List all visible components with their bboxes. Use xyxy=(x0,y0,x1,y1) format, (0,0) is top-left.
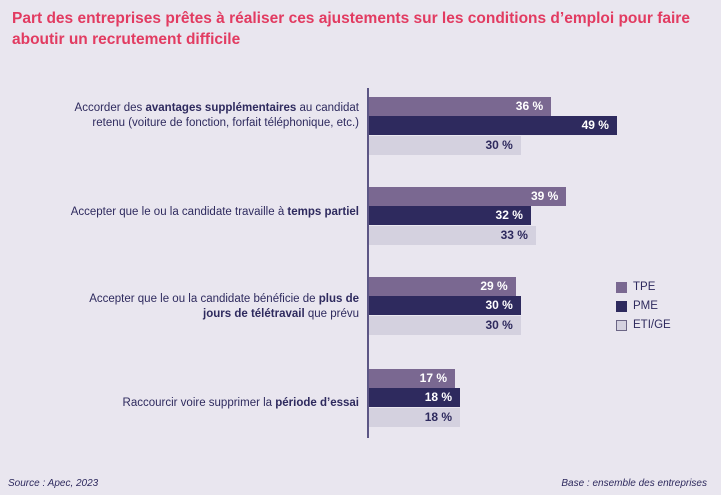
category-axis xyxy=(367,88,369,438)
base-note: Base : ensemble des entreprises xyxy=(561,478,707,489)
data-label: 29 % xyxy=(480,279,508,293)
bar-tpe: 29 % xyxy=(369,277,516,296)
legend: TPE PME ETI/GE xyxy=(616,278,671,335)
data-label: 49 % xyxy=(581,118,609,133)
chart-title: Part des entreprises prêtes à réaliser c… xyxy=(12,10,690,48)
data-label: 32 % xyxy=(495,208,523,223)
legend-label: TPE xyxy=(633,281,656,293)
category-label: Raccourcir voire supprimer la période d’… xyxy=(122,397,359,409)
data-label: 30 % xyxy=(485,298,513,313)
legend-item: ETI/GE xyxy=(616,316,671,334)
legend-item: TPE xyxy=(616,278,671,296)
bar-pme: 30 % xyxy=(369,296,521,316)
bar-tpe: 39 % xyxy=(369,187,567,206)
legend-swatch xyxy=(616,281,627,293)
data-label: 30 % xyxy=(485,137,513,152)
data-label: 39 % xyxy=(530,189,559,203)
data-label: 18 % xyxy=(424,409,453,424)
data-label: 30 % xyxy=(485,317,513,332)
bar-eti-ge: 33 % xyxy=(369,225,536,245)
category-label: Accorder des avantages supplémentaires a… xyxy=(74,102,359,129)
bar-tpe: 36 % xyxy=(369,97,552,116)
data-label: 33 % xyxy=(500,227,528,242)
source-note: Source : Apec, 2023 xyxy=(8,478,99,489)
legend-swatch xyxy=(616,319,627,331)
bar-pme: 18 % xyxy=(369,388,461,408)
data-label: 36 % xyxy=(515,99,544,113)
data-label: 18 % xyxy=(424,390,453,405)
legend-label: PME xyxy=(633,300,658,312)
bar-eti-ge: 30 % xyxy=(369,135,521,155)
bar-tpe: 17 % xyxy=(369,369,456,388)
data-label: 17 % xyxy=(419,371,448,385)
bar-pme: 32 % xyxy=(369,206,531,226)
category-label: Accepter que le ou la candidate bénéfici… xyxy=(89,293,359,320)
bar-eti-ge: 30 % xyxy=(369,315,521,335)
category-label: Accepter que le ou la candidate travaill… xyxy=(70,206,359,218)
legend-swatch xyxy=(616,300,627,312)
bar-eti-ge: 18 % xyxy=(369,407,461,427)
bar-pme: 49 % xyxy=(369,116,617,136)
legend-label: ETI/GE xyxy=(633,319,671,331)
legend-item: PME xyxy=(616,297,671,315)
